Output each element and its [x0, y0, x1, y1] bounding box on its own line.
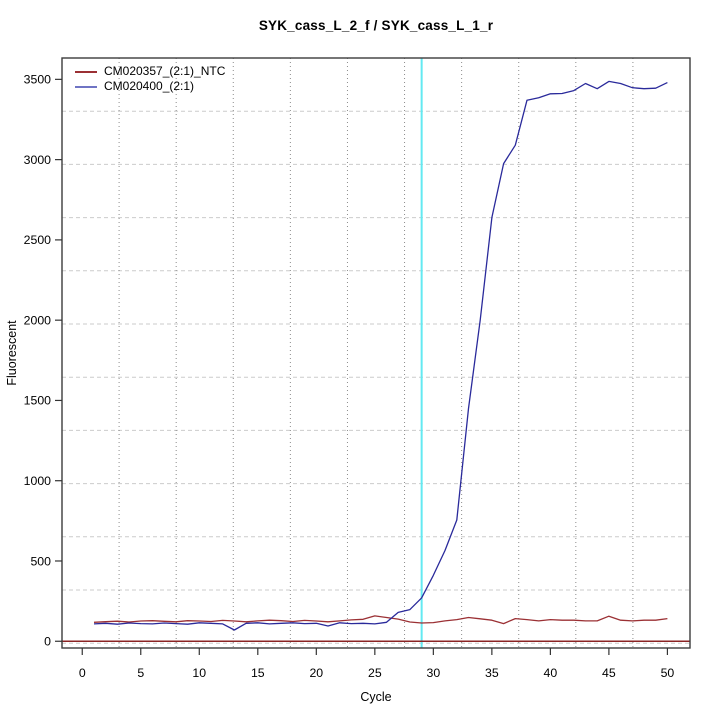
- legend-line-swatch-ntc: [75, 70, 97, 73]
- x-tick-label: 30: [427, 666, 441, 680]
- x-tick-label: 10: [192, 666, 206, 680]
- x-tick-label: 25: [368, 666, 382, 680]
- x-tick-label: 50: [661, 666, 675, 680]
- x-axis-title: Cycle: [360, 690, 391, 704]
- chart-layer: 0 5 10 15 20 25 30 35 40 45 5005001000150020002500…: [24, 57, 691, 680]
- plot-border: [61, 57, 691, 649]
- y-tick-label: 2000: [24, 313, 52, 327]
- y-tick-label: 3500: [24, 73, 52, 87]
- legend-item-ntc: CM020357_(2:1)_NTC: [75, 64, 225, 79]
- y-tick-label: 500: [30, 554, 51, 568]
- x-tick-label: 35: [485, 666, 499, 680]
- series-line-cm020400-2-1-: [93, 80, 668, 631]
- series-line-cm020357-2-1-ntc: [93, 615, 668, 625]
- legend-item-sample: CM020400_(2:1): [75, 79, 225, 94]
- x-tick-label: 15: [251, 666, 265, 680]
- x-tick-label: 40: [544, 666, 558, 680]
- plot-title: SYK_cass_L_2_f / SYK_cass_L_1_r: [258, 18, 494, 33]
- x-tick-label: 5: [137, 666, 144, 680]
- x-tick-label: 20: [309, 666, 323, 680]
- y-tick-label: 0: [44, 635, 51, 649]
- y-axis-title: Fluorescent: [5, 320, 19, 386]
- legend-label-ntc: CM020357_(2:1)_NTC: [104, 64, 226, 78]
- x-tick-label: 0: [79, 666, 86, 680]
- y-tick-label: 2500: [24, 233, 52, 247]
- y-tick-label: 1000: [24, 474, 52, 488]
- legend-line-swatch-sample: [75, 85, 97, 88]
- legend-label-sample: CM020400_(2:1): [104, 79, 195, 93]
- x-tick-label: 45: [602, 666, 616, 680]
- y-tick-label: 3000: [24, 153, 52, 167]
- legend: CM020357_(2:1)_NTC CM020400_(2:1): [75, 64, 225, 94]
- y-tick-label: 1500: [24, 394, 52, 408]
